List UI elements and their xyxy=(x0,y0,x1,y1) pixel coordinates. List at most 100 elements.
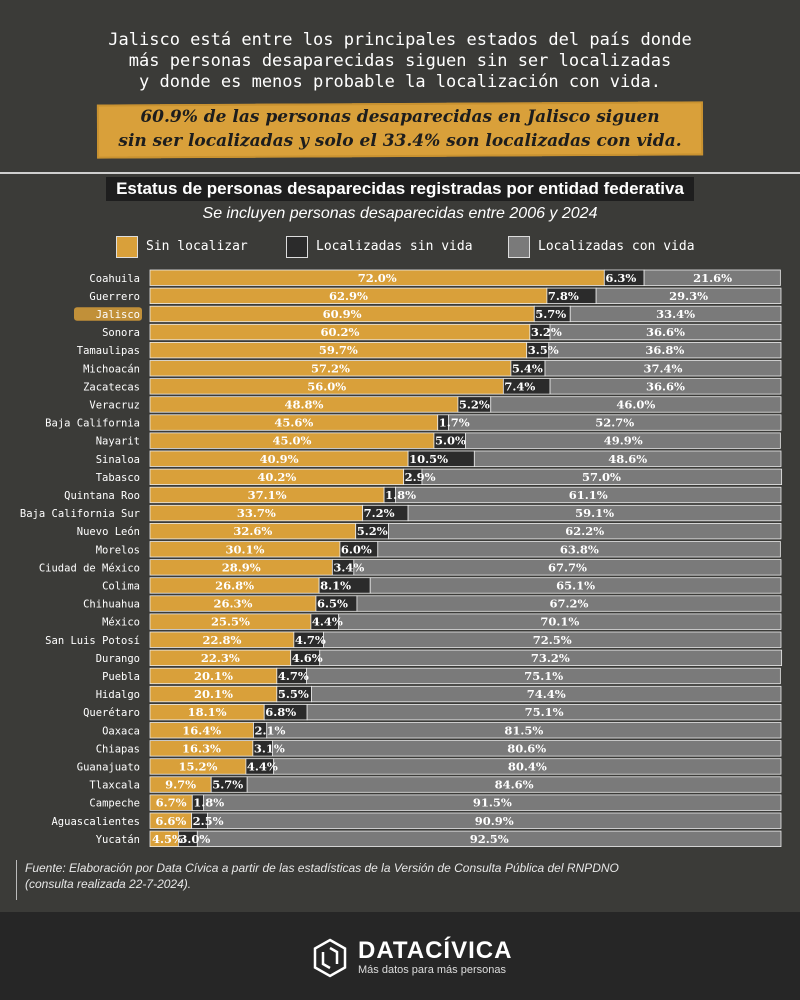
bar-segment-con-vida xyxy=(395,486,782,504)
category-label: Aguascalientes xyxy=(51,816,140,828)
value-label-con-vida: 81.5% xyxy=(504,723,543,737)
source-note: Fuente: Elaboración por Data Cívica a pa… xyxy=(16,860,795,900)
value-label-con-vida: 91.5% xyxy=(473,796,512,810)
bar-segment-con-vida xyxy=(311,685,782,703)
value-label-sin-localizar: 28.9% xyxy=(222,560,261,574)
category-label: Sinaloa xyxy=(96,454,140,466)
bar-segment-con-vida xyxy=(306,703,782,721)
value-label-con-vida: 46.0% xyxy=(616,397,655,411)
value-label-sin-vida: 3.5% xyxy=(528,343,559,357)
value-label-sin-localizar: 16.3% xyxy=(182,741,221,755)
value-label-con-vida: 57.0% xyxy=(582,470,621,484)
bar-segment-con-vida xyxy=(448,414,782,431)
category-label: Guerrero xyxy=(89,291,140,303)
value-label-con-vida: 62.2% xyxy=(565,524,604,538)
value-label-sin-localizar: 20.1% xyxy=(194,687,233,701)
value-label-sin-localizar: 45.0% xyxy=(273,434,312,448)
value-label-sin-vida: 4.4% xyxy=(247,759,278,773)
category-label: Baja California xyxy=(45,418,140,430)
legend-swatch xyxy=(508,236,530,258)
value-label-sin-localizar: 6.6% xyxy=(155,814,186,828)
chart-subtitle: Se incluyen personas desaparecidas entre… xyxy=(202,205,598,222)
category-label: Baja California Sur xyxy=(20,508,140,520)
category-label: Nuevo León xyxy=(77,526,140,538)
bar-segment-con-vida xyxy=(407,504,782,522)
value-label-con-vida: 21.6% xyxy=(693,271,732,285)
value-label-con-vida: 36.8% xyxy=(645,343,684,357)
category-label: Campeche xyxy=(89,798,140,810)
value-label-sin-vida: 2.5% xyxy=(193,814,224,828)
category-label: Querétaro xyxy=(83,707,140,719)
value-label-con-vida: 52.7% xyxy=(595,416,634,430)
value-label-sin-vida: 1.8% xyxy=(193,796,224,810)
category-label: Ciudad de México xyxy=(39,562,140,574)
bar-segment-con-vida xyxy=(544,360,782,377)
value-label-sin-localizar: 26.3% xyxy=(214,597,253,611)
category-label: Tlaxcala xyxy=(89,780,140,792)
legend-swatch xyxy=(116,236,138,258)
category-label: Sonora xyxy=(102,327,140,339)
value-label-sin-localizar: 9.7% xyxy=(165,778,196,792)
value-label-con-vida: 36.6% xyxy=(646,379,685,393)
bar-segment-con-vida xyxy=(369,577,782,594)
value-label-sin-vida: 3.4% xyxy=(333,560,364,574)
category-label: Oaxaca xyxy=(102,725,140,737)
value-label-sin-vida: 3.1% xyxy=(254,741,285,755)
category-label: México xyxy=(102,617,140,629)
bar-segment-con-vida xyxy=(356,595,782,612)
value-label-sin-localizar: 45.6% xyxy=(274,416,313,430)
bar-segment-con-vida xyxy=(421,468,783,486)
value-label-sin-vida: 5.2% xyxy=(459,397,490,411)
bar-segment-con-vida xyxy=(196,830,782,847)
value-label-sin-localizar: 48.8% xyxy=(284,397,323,411)
stacked-bar-chart: Coahuila 72.0% 6.3% 21.6% Guerrero 62.9% 7.8% 2… xyxy=(20,269,783,847)
value-label-con-vida: 72.5% xyxy=(533,633,572,647)
category-label: Hidalgo xyxy=(96,689,140,701)
value-label-con-vida: 61.1% xyxy=(569,488,608,502)
category-label: Nayarit xyxy=(96,436,140,448)
source-line-1: Fuente: Elaboración por Data Cívica a pa… xyxy=(25,861,619,875)
value-label-con-vida: 63.8% xyxy=(560,542,599,556)
bar-segment-con-vida xyxy=(569,305,782,323)
bar-segment-con-vida xyxy=(549,323,782,341)
chart-title: Estatus de personas desaparecidas regist… xyxy=(106,177,694,201)
bar-segment-con-vida xyxy=(353,559,782,576)
highlight-text: 60.9% de las personas desaparecidas en J… xyxy=(0,105,800,153)
category-label: Coahuila xyxy=(89,273,140,285)
value-label-con-vida: 80.4% xyxy=(508,759,547,773)
bar-segment-con-vida xyxy=(548,342,782,359)
category-label: Veracruz xyxy=(89,399,140,411)
value-label-con-vida: 73.2% xyxy=(531,651,570,665)
category-label: Durango xyxy=(96,653,140,665)
value-label-sin-vida: 2.1% xyxy=(254,723,285,737)
value-label-sin-vida: 6.0% xyxy=(341,542,372,556)
category-label: Morelos xyxy=(96,544,140,556)
bar-segment-con-vida xyxy=(377,541,781,558)
highlight-line-2: sin ser localizadas y solo el 33.4% son … xyxy=(118,131,682,151)
value-label-sin-vida: 7.8% xyxy=(548,289,579,303)
value-label-sin-vida: 3.0% xyxy=(179,832,210,846)
value-label-sin-localizar: 33.7% xyxy=(237,506,276,520)
value-label-sin-localizar: 40.9% xyxy=(260,452,299,466)
value-label-sin-vida: 5.7% xyxy=(212,778,243,792)
value-label-sin-localizar: 56.0% xyxy=(307,379,346,393)
value-label-sin-localizar: 60.2% xyxy=(320,325,359,339)
category-label: Guanajuato xyxy=(77,761,140,773)
value-label-sin-localizar: 30.1% xyxy=(225,542,264,556)
value-label-sin-vida: 1.7% xyxy=(439,416,470,430)
value-label-sin-vida: 3.2% xyxy=(531,325,562,339)
value-label-sin-localizar: 37.1% xyxy=(248,488,287,502)
brand-name: DATACÍVICA xyxy=(358,937,513,964)
bar-segment-con-vida xyxy=(549,378,782,395)
category-label: Tamaulipas xyxy=(77,345,140,357)
value-label-sin-vida: 5.2% xyxy=(357,524,388,538)
value-label-con-vida: 70.1% xyxy=(540,615,579,629)
category-label: Zacatecas xyxy=(83,381,140,393)
value-label-sin-vida: 6.3% xyxy=(605,271,636,285)
value-label-con-vida: 80.6% xyxy=(507,741,546,755)
category-label: Chiapas xyxy=(96,743,140,755)
bar-segment-con-vida xyxy=(490,396,782,413)
bar-segment-con-vida xyxy=(323,631,782,648)
highlight-line-1: 60.9% de las personas desaparecidas en J… xyxy=(140,107,660,127)
bar-segment-con-vida xyxy=(273,758,782,775)
